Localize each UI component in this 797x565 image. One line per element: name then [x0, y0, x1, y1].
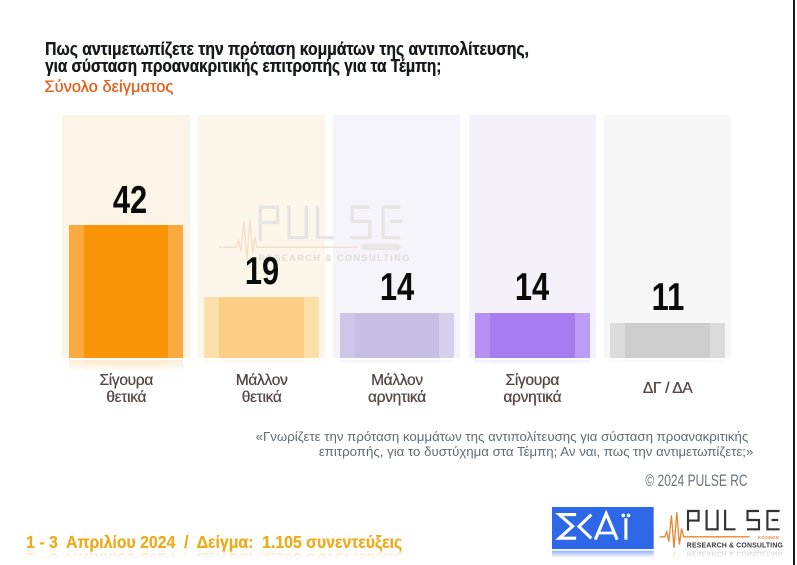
svg-text:RESEARCH & CONSULTING: RESEARCH & CONSULTING [259, 252, 410, 263]
svg-text:RESEARCH & CONSULTING: RESEARCH & CONSULTING [687, 543, 783, 549]
svg-text:KOSMON: KOSMON [758, 535, 779, 540]
